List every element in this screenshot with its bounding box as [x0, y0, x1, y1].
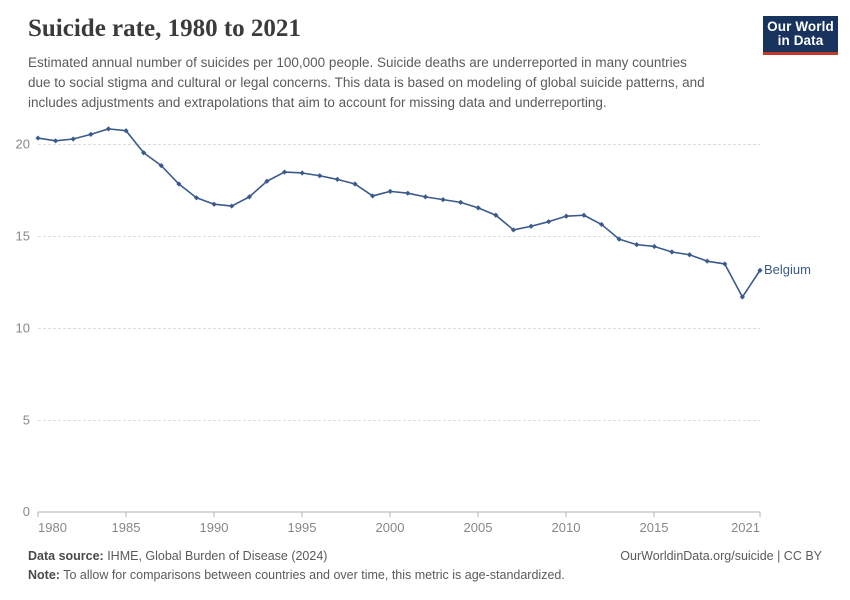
svg-text:1995: 1995	[288, 520, 317, 535]
svg-text:10: 10	[16, 321, 30, 336]
svg-text:1990: 1990	[200, 520, 229, 535]
svg-text:2015: 2015	[640, 520, 669, 535]
svg-text:0: 0	[23, 504, 30, 519]
svg-text:2010: 2010	[552, 520, 581, 535]
svg-text:1985: 1985	[112, 520, 141, 535]
svg-text:5: 5	[23, 413, 30, 428]
svg-text:2000: 2000	[376, 520, 405, 535]
svg-text:20: 20	[16, 137, 30, 152]
svg-text:2005: 2005	[464, 520, 493, 535]
svg-text:2021: 2021	[731, 520, 760, 535]
svg-text:1980: 1980	[38, 520, 67, 535]
svg-text:15: 15	[16, 229, 30, 244]
